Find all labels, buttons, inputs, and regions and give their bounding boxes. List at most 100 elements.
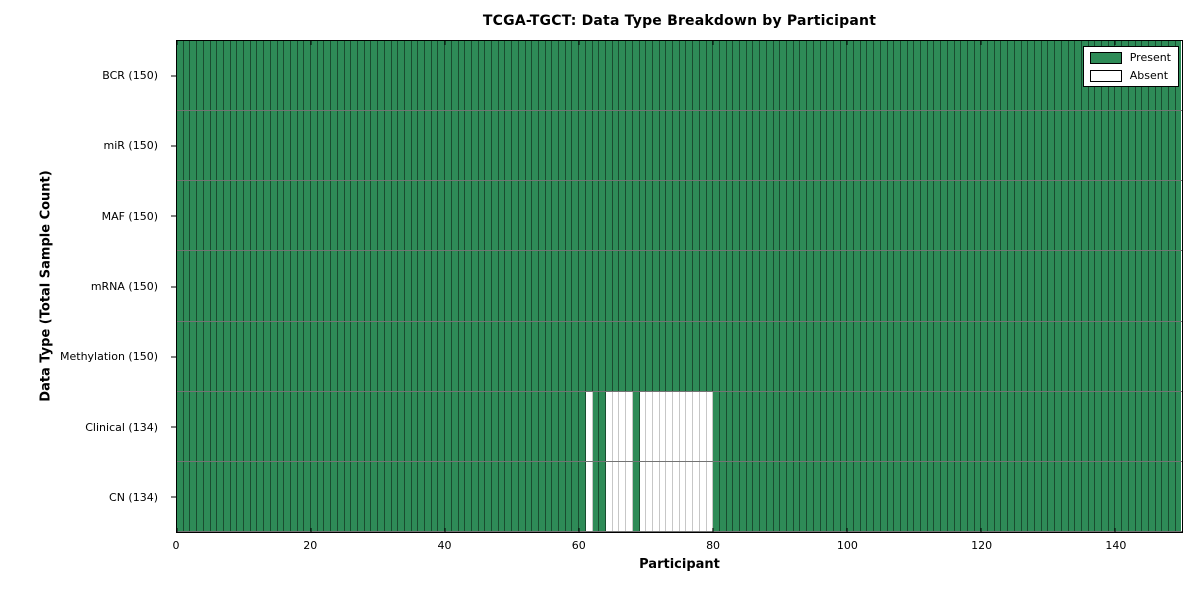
heatmap-cell	[599, 391, 606, 461]
heatmap-cell	[988, 181, 995, 251]
heatmap-cell	[719, 321, 727, 391]
heatmap-cell	[773, 251, 781, 321]
heatmap-cell	[203, 111, 211, 181]
heatmap-cell	[726, 251, 734, 321]
heatmap-cell	[1175, 181, 1182, 251]
heatmap-cell	[619, 41, 627, 111]
heatmap-cell	[941, 181, 948, 251]
heatmap-cell	[1142, 391, 1149, 461]
heatmap-cell	[820, 321, 828, 391]
heatmap-cell	[1055, 461, 1062, 531]
heatmap-cell	[652, 461, 660, 531]
heatmap-cell	[833, 321, 841, 391]
heatmap-cell	[559, 111, 566, 181]
heatmap-cell	[572, 251, 580, 321]
heatmap-cell	[860, 251, 868, 321]
heatmap-cell	[800, 321, 808, 391]
heatmap-cell	[498, 461, 506, 531]
heatmap-cell	[1041, 251, 1049, 321]
heatmap-cell	[994, 181, 1002, 251]
heatmap-cell	[297, 391, 305, 461]
heatmap-cell	[344, 461, 352, 531]
heatmap-cell	[1162, 461, 1170, 531]
heatmap-cell	[659, 321, 667, 391]
heatmap-cell	[398, 181, 405, 251]
heatmap-cell	[900, 41, 908, 111]
heatmap-cell	[760, 461, 767, 531]
heatmap-cell	[217, 461, 224, 531]
heatmap-cell	[693, 461, 700, 531]
heatmap-cell	[666, 41, 674, 111]
heatmap-cell	[337, 391, 345, 461]
heatmap-cell	[740, 181, 747, 251]
heatmap-cell	[351, 321, 358, 391]
heatmap-cell	[311, 41, 318, 111]
heatmap-cell	[639, 41, 647, 111]
heatmap-cell	[760, 251, 767, 321]
heatmap-cell	[619, 321, 627, 391]
heatmap-cell	[746, 391, 754, 461]
heatmap-cell	[1021, 181, 1029, 251]
heatmap-cell	[974, 41, 982, 111]
heatmap-cell	[1028, 41, 1035, 111]
heatmap-cell	[639, 181, 647, 251]
heatmap-cell	[967, 111, 975, 181]
heatmap-cell	[793, 461, 801, 531]
heatmap-cell	[384, 461, 392, 531]
heatmap-cell	[793, 391, 801, 461]
heatmap-cell	[599, 251, 606, 321]
heatmap-cell	[666, 461, 674, 531]
heatmap-cell	[445, 251, 452, 321]
heatmap-cell	[726, 391, 734, 461]
heatmap-cell	[1055, 111, 1062, 181]
heatmap-cell	[766, 41, 774, 111]
heatmap-cell	[532, 391, 539, 461]
heatmap-cell	[404, 251, 412, 321]
heatmap-cell	[786, 321, 794, 391]
heatmap-cell	[954, 41, 962, 111]
heatmap-cell	[954, 111, 962, 181]
heatmap-cell	[304, 321, 312, 391]
heatmap-cell	[1075, 181, 1082, 251]
x-tick-label: 60	[571, 539, 586, 552]
heatmap-cell	[203, 461, 211, 531]
heatmap-cell	[337, 181, 345, 251]
heatmap-cell	[418, 41, 426, 111]
x-tick-mark	[176, 41, 178, 45]
heatmap-cell	[297, 251, 305, 321]
heatmap-cell	[867, 321, 875, 391]
legend-label: Present	[1129, 51, 1171, 64]
legend-swatch-present	[1089, 51, 1122, 64]
heatmap-cell	[740, 461, 747, 531]
heatmap-cell	[1008, 181, 1015, 251]
heatmap-cell	[1108, 181, 1116, 251]
heatmap-cell	[391, 391, 399, 461]
heatmap-cell	[512, 391, 519, 461]
heatmap-cell	[907, 321, 915, 391]
heatmap-cell	[331, 181, 338, 251]
heatmap-cell	[947, 111, 955, 181]
heatmap-cell	[813, 461, 821, 531]
heatmap-cell	[538, 321, 546, 391]
heatmap-cell	[934, 181, 942, 251]
heatmap-cell	[927, 391, 935, 461]
heatmap-cell	[525, 391, 533, 461]
heatmap-cell	[740, 251, 747, 321]
heatmap-cell	[599, 461, 606, 531]
heatmap-cell	[545, 321, 553, 391]
heatmap-cell	[1155, 321, 1163, 391]
heatmap-cell	[1155, 391, 1163, 461]
heatmap-cell	[458, 41, 466, 111]
heatmap-cell	[894, 111, 901, 181]
heatmap-cell	[652, 41, 660, 111]
heatmap-cell	[719, 111, 727, 181]
heatmap-cell	[451, 111, 459, 181]
heatmap-cell	[833, 251, 841, 321]
y-tick-mark	[171, 286, 176, 287]
heatmap-cell	[344, 41, 352, 111]
heatmap-cell	[626, 391, 633, 461]
heatmap-cell	[465, 461, 472, 531]
heatmap-cell	[599, 181, 606, 251]
heatmap-cell	[552, 251, 560, 321]
heatmap-cell	[210, 181, 218, 251]
